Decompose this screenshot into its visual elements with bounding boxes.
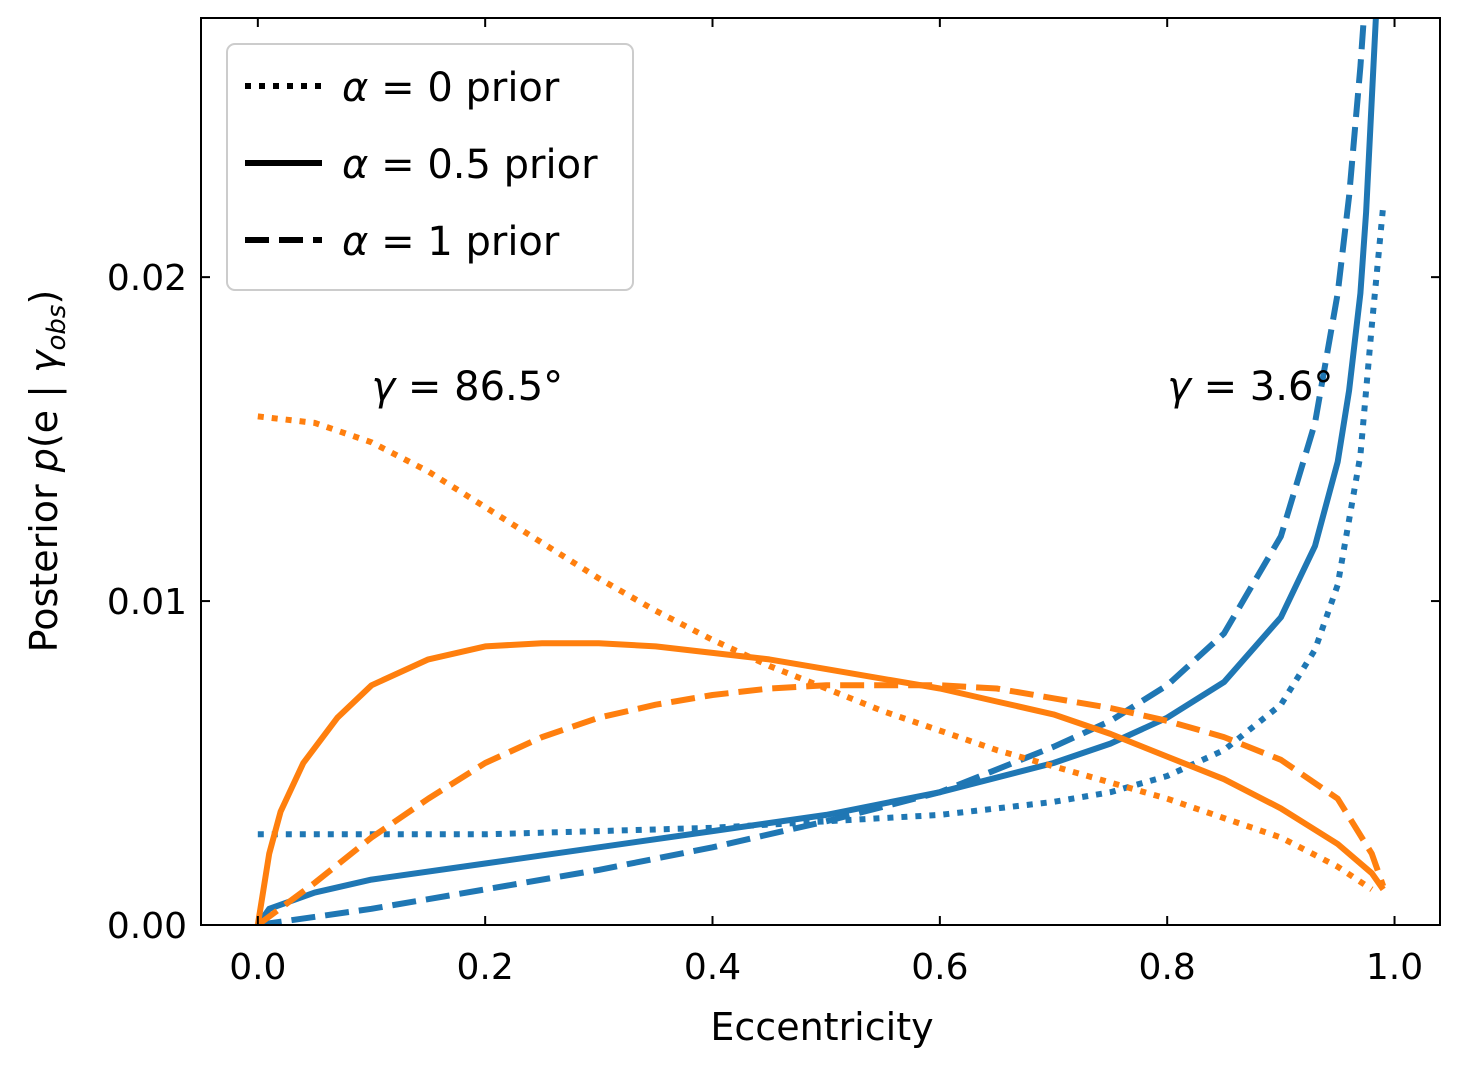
x-tick-label: 0.6 <box>911 947 968 988</box>
y-label-sub: obs <box>42 305 72 351</box>
legend: α = 0 prior α = 0.5 prior α = 1 prior <box>226 43 634 291</box>
annotation-text: = 86.5° <box>395 364 563 410</box>
x-tick-label: 1.0 <box>1366 947 1423 988</box>
x-tick-label: 0.4 <box>684 947 741 988</box>
legend-alpha-symbol: α <box>342 219 368 265</box>
y-label-close: ) <box>22 290 66 305</box>
series-line-4 <box>254 640 1386 925</box>
legend-entry-alpha-0-5: α = 0.5 prior <box>342 142 598 188</box>
series-line-3 <box>257 413 1374 892</box>
plot-frame <box>200 17 1441 926</box>
y-tick-label: 0.01 <box>107 582 187 623</box>
legend-alpha-symbol: α <box>342 65 368 111</box>
y-label-func: p <box>22 448 66 473</box>
x-tick-label: 0.2 <box>457 947 514 988</box>
y-tick-label: 0.02 <box>107 258 187 299</box>
legend-entry-alpha-1: α = 1 prior <box>342 219 560 265</box>
x-axis-label: Eccentricity <box>710 1005 933 1049</box>
y-label-gamma: γ <box>22 348 66 373</box>
y-label-open: (e | <box>22 373 67 448</box>
y-label-prefix: Posterior <box>22 472 66 652</box>
legend-entry-text: = 1 prior <box>368 219 560 265</box>
x-tick-label: 0.8 <box>1139 947 1196 988</box>
legend-entry-alpha-0: α = 0 prior <box>342 65 560 111</box>
series-line-0 <box>257 205 1387 838</box>
legend-entry-text: = 0 prior <box>368 65 560 111</box>
legend-entry-text: = 0.5 prior <box>368 142 598 188</box>
annotation-text: = 3.6° <box>1191 364 1334 410</box>
annotation-gamma-symbol: γ <box>1167 364 1193 410</box>
series-line-1 <box>255 18 1379 925</box>
series-line-2 <box>257 18 1367 925</box>
series-line-5 <box>256 682 1387 925</box>
legend-alpha-symbol: α <box>342 142 368 188</box>
annotation-gamma-symbol: γ <box>372 364 398 410</box>
series-layer <box>254 18 1387 925</box>
y-axis-label: Posterior p(e | γobs) <box>22 290 72 653</box>
annotation-gamma-86-5: γ = 86.5° <box>372 364 564 410</box>
annotation-gamma-3-6: γ = 3.6° <box>1167 364 1333 410</box>
tick-layer: 0.0 0.2 0.4 0.6 0.8 1.0 0.00 0.01 0.02 <box>107 18 1440 988</box>
x-tick-label: 0.0 <box>229 947 286 988</box>
legend-box <box>226 43 634 291</box>
y-tick-label: 0.00 <box>107 906 187 947</box>
